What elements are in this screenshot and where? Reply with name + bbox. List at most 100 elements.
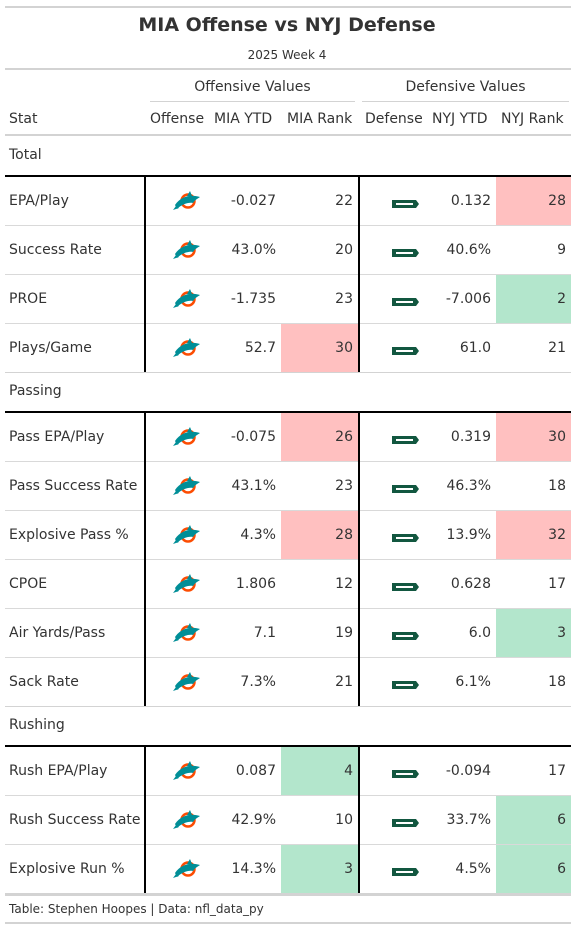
group-label-total: Total: [9, 147, 42, 163]
nyj-rank-cell: 6: [557, 861, 566, 877]
jets-logo-icon: [390, 293, 420, 312]
mia-ytd-cell: 14.3%: [231, 861, 276, 877]
defense-column-divider: [358, 413, 360, 706]
offensive-spanner-line: [150, 101, 355, 102]
group-rule: [5, 175, 571, 177]
column-header-defense: Defense: [365, 111, 423, 127]
mia-rank-cell: 22: [335, 193, 353, 209]
table-row: Rush Success Rate 42.9% 10 33.7% 6: [5, 796, 571, 845]
dolphins-logo-icon: [173, 760, 203, 786]
offensive-values-spanner: Offensive Values: [194, 79, 311, 95]
stat-cell: Explosive Pass %: [9, 527, 129, 543]
nyj-rank-highlight: [496, 275, 571, 323]
defense-column-divider: [358, 177, 360, 372]
nyj-rank-cell: 17: [548, 763, 566, 779]
column-header-offense: Offense: [150, 111, 205, 127]
mia-rank-cell: 20: [335, 242, 353, 258]
nyj-rank-cell: 18: [548, 478, 566, 494]
dolphins-logo-icon: [173, 337, 203, 363]
jets-logo-icon: [390, 578, 420, 597]
mia-rank-cell: 28: [335, 527, 353, 543]
table-row: Air Yards/Pass 7.1 19 6.0 3: [5, 609, 571, 658]
table-row: Plays/Game 52.7 30 61.0 21: [5, 324, 571, 373]
mia-ytd-cell: 4.3%: [240, 527, 276, 543]
table-subtitle: 2025 Week 4: [247, 48, 327, 62]
column-header-mia-ytd: MIA YTD: [214, 111, 273, 127]
nyj-rank-cell: 28: [548, 193, 566, 209]
dolphins-logo-icon: [173, 239, 203, 265]
nyj-rank-cell: 6: [557, 812, 566, 828]
jets-logo-icon: [390, 765, 420, 784]
mia-ytd-cell: -0.075: [230, 429, 276, 445]
table-row: Rush EPA/Play 0.087 4 -0.094 17: [5, 747, 571, 796]
nyj-rank-cell: 30: [548, 429, 566, 445]
mia-rank-cell: 10: [335, 812, 353, 828]
nyj-ytd-cell: 0.132: [450, 193, 491, 209]
nyj-ytd-cell: -0.094: [445, 763, 491, 779]
table-row: Success Rate 43.0% 20 40.6% 9: [5, 226, 571, 275]
nyj-ytd-cell: 46.3%: [446, 478, 491, 494]
mia-ytd-cell: 7.1: [253, 625, 276, 641]
nyj-ytd-cell: -7.006: [445, 291, 491, 307]
mia-rank-highlight: [281, 845, 358, 893]
dolphins-logo-icon: [173, 524, 203, 550]
nyj-rank-cell: 21: [548, 340, 566, 356]
nyj-ytd-cell: 61.0: [459, 340, 491, 356]
mia-ytd-cell: 42.9%: [231, 812, 276, 828]
group-end-rule: [5, 372, 571, 373]
dolphins-logo-icon: [173, 573, 203, 599]
table-title: MIA Offense vs NYJ Defense: [138, 14, 436, 36]
mia-rank-cell: 30: [335, 340, 353, 356]
table-row: PROE -1.735 23 -7.006 2: [5, 275, 571, 324]
dolphins-logo-icon: [173, 288, 203, 314]
table-row: EPA/Play -0.027 22 0.132 28: [5, 177, 571, 226]
nyj-ytd-cell: 6.0: [468, 625, 491, 641]
stat-cell: Explosive Run %: [9, 861, 125, 877]
table-source-note: Table: Stephen Hoopes | Data: nfl_data_p…: [9, 902, 264, 916]
mia-ytd-cell: 0.087: [235, 763, 276, 779]
title-rule: [5, 68, 571, 70]
stat-cell: CPOE: [9, 576, 48, 592]
stat-cell: Pass Success Rate: [9, 478, 138, 494]
dolphins-logo-icon: [173, 671, 203, 697]
mia-rank-cell: 12: [335, 576, 353, 592]
nyj-ytd-cell: 13.9%: [446, 527, 491, 543]
mia-rank-cell: 23: [335, 478, 353, 494]
nyj-rank-highlight: [496, 511, 571, 559]
table-row: Explosive Run % 14.3% 3 4.5% 6: [5, 845, 571, 894]
jets-logo-icon: [390, 627, 420, 646]
stat-cell: Sack Rate: [9, 674, 79, 690]
bottom-rule: [5, 894, 571, 896]
nyj-ytd-cell: 40.6%: [446, 242, 491, 258]
stat-cell: EPA/Play: [9, 193, 69, 209]
jets-logo-icon: [390, 195, 420, 214]
mia-rank-cell: 19: [335, 625, 353, 641]
nyj-rank-cell: 9: [557, 242, 566, 258]
offense-column-divider: [144, 177, 146, 372]
nyj-rank-cell: 32: [548, 527, 566, 543]
table-row: CPOE 1.806 12 0.628 17: [5, 560, 571, 609]
mia-rank-cell: 23: [335, 291, 353, 307]
jets-logo-icon: [390, 529, 420, 548]
dolphins-logo-icon: [173, 858, 203, 884]
mia-ytd-cell: 1.806: [235, 576, 276, 592]
nyj-ytd-cell: 6.1%: [455, 674, 491, 690]
mia-rank-cell: 21: [335, 674, 353, 690]
nyj-rank-cell: 18: [548, 674, 566, 690]
jets-logo-icon: [390, 431, 420, 450]
column-header-nyj-ytd: NYJ YTD: [432, 111, 488, 127]
defensive-values-spanner: Defensive Values: [405, 79, 526, 95]
mia-rank-highlight: [281, 413, 358, 461]
nyj-ytd-cell: 4.5%: [455, 861, 491, 877]
nyj-rank-cell: 17: [548, 576, 566, 592]
table-row: Explosive Pass % 4.3% 28 13.9% 32: [5, 511, 571, 560]
nyj-rank-highlight: [496, 845, 571, 893]
dolphins-logo-icon: [173, 190, 203, 216]
table-row: Pass Success Rate 43.1% 23 46.3% 18: [5, 462, 571, 511]
nyj-rank-highlight: [496, 177, 571, 225]
nyj-ytd-cell: 0.319: [450, 429, 491, 445]
group-rule: [5, 745, 571, 747]
footer-rule: [5, 922, 571, 924]
mia-rank-highlight: [281, 747, 358, 795]
jets-logo-icon: [390, 480, 420, 499]
